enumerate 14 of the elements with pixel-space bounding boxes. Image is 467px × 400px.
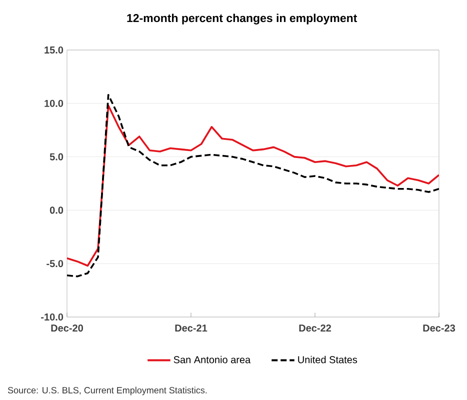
legend-label: United States (298, 356, 358, 364)
x-tick-label: Dec-20 (51, 324, 83, 332)
y-tick-label: -5.0 (46, 260, 64, 268)
y-tick-label: 10.0 (44, 100, 64, 107)
y-tick-label: 15.0 (44, 46, 64, 54)
y-tick-label: -10.0 (41, 313, 64, 321)
chart-title: 12-month percent changes in employment (127, 14, 358, 24)
x-tick-label: Dec-23 (423, 324, 456, 332)
y-tick-label: 0.0 (50, 206, 64, 214)
x-tick-label: Dec-22 (299, 324, 331, 332)
y-tick-label: 5.0 (50, 153, 64, 160)
x-tick-label: Dec-21 (175, 324, 208, 332)
legend-label: San Antonio area (174, 356, 251, 364)
source-note: Source: U.S. BLS, Current Employment Statistics. (8, 386, 207, 396)
